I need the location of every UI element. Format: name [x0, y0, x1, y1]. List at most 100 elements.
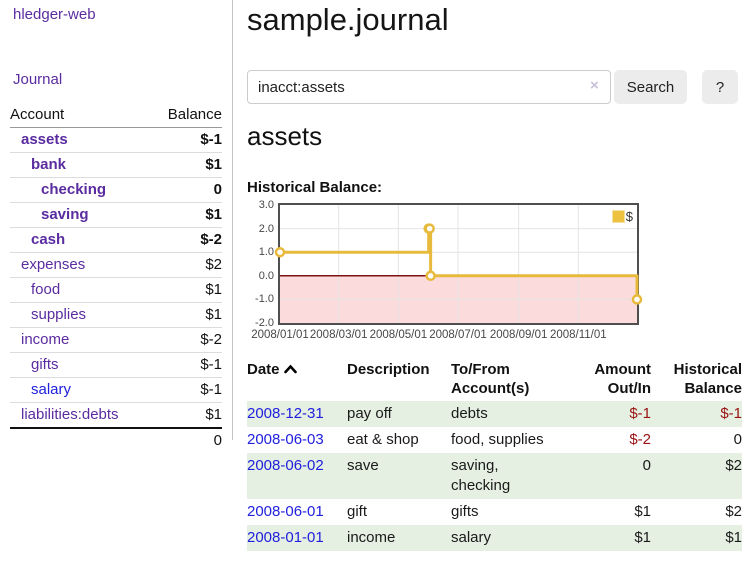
transaction-accounts: debts [451, 405, 488, 422]
transaction-balance: 0 [733, 431, 742, 448]
grand-total: 0 [151, 427, 222, 453]
transaction-amount: $-2 [629, 431, 651, 448]
search-button[interactable]: Search [614, 70, 687, 104]
transaction-amount: $1 [634, 529, 651, 546]
x-axis-tick-label: 2008/05/01 [369, 329, 428, 341]
transaction-date-link[interactable]: 2008-06-03 [247, 431, 324, 448]
sidebar-account-link[interactable]: cash [31, 231, 66, 248]
account-row: saving $1 [10, 202, 222, 228]
account-balance: $1 [151, 277, 222, 303]
y-axis-tick-label: 0.0 [258, 269, 274, 282]
transaction-accounts: food, supplies [451, 431, 544, 448]
transaction-description: eat & shop [347, 431, 419, 448]
transaction-amount: 0 [642, 457, 651, 474]
y-axis-tick-label: -2.0 [255, 317, 274, 329]
total-row: 0 [10, 427, 222, 453]
y-axis-tick-label: 2.0 [258, 222, 274, 235]
account-column-header: Account [10, 104, 152, 128]
transaction-accounts: gifts [451, 503, 479, 520]
search-form: × Search ? [247, 70, 742, 104]
register-column-header: Description [347, 361, 430, 378]
account-row: assets $-1 [10, 127, 222, 153]
main-content: sample.journal × Search ? assets Histori… [247, 0, 742, 582]
transaction-balance: $-1 [720, 405, 742, 422]
transaction-row: 2008-06-01 gift gifts $1 $2 [247, 499, 742, 525]
transaction-row: 2008-06-03 eat & shop food, supplies $-2 0 [247, 427, 742, 453]
transaction-date-link[interactable]: 2008-06-01 [247, 503, 324, 520]
sidebar-account-link[interactable]: income [21, 331, 70, 348]
account-row: gifts $-1 [10, 352, 222, 378]
account-balance: $-2 [151, 227, 222, 253]
sidebar-account-link[interactable]: salary [31, 381, 72, 398]
transaction-balance: $2 [725, 457, 742, 474]
chart-plot-area: $ [274, 203, 643, 325]
account-row: income $-2 [10, 327, 222, 353]
transaction-description: pay off [347, 405, 392, 422]
y-axis-tick-label: -1.0 [255, 293, 274, 306]
chart-canvas [274, 205, 643, 323]
x-axis-tick-label: 2008/03/01 [309, 329, 368, 341]
sidebar-account-link[interactable]: saving [41, 206, 89, 223]
transaction-amount: $-1 [629, 405, 651, 422]
sidebar-item-journal[interactable]: Journal [13, 71, 63, 88]
account-row: supplies $1 [10, 302, 222, 328]
transaction-date-link[interactable]: 2008-06-02 [247, 457, 324, 474]
transaction-description: income [347, 529, 396, 546]
account-title: assets [247, 121, 323, 151]
account-balance: 0 [151, 177, 222, 203]
account-balance: $1 [151, 152, 222, 178]
register-table: Date Description To/From Account(s) Amount Ou… [247, 358, 742, 551]
transaction-description: gift [347, 503, 368, 520]
transaction-balance: $2 [725, 503, 742, 520]
account-balance: $1 [151, 302, 222, 328]
x-axis-tick-label: 2008/09/01 [489, 329, 548, 341]
app-title-link[interactable]: hledger-web [13, 6, 96, 23]
clear-search-icon[interactable]: × [590, 77, 599, 94]
x-axis-tick-label: 2008/11/01 [549, 329, 607, 341]
account-row: checking 0 [10, 177, 222, 203]
transaction-row: 2008-06-02 save saving, checking 0 $2 [247, 453, 742, 499]
sidebar: hledger-web Journal Account Balance asse… [0, 0, 233, 453]
transaction-row: 2008-01-01 income salary $1 $1 [247, 525, 742, 551]
register-column-header: To/From Account(s) [451, 361, 530, 397]
page-title: sample.journal [247, 2, 449, 37]
account-balance: $1 [151, 202, 222, 228]
legend-swatch [611, 210, 625, 223]
transaction-date-link[interactable]: 2008-01-01 [247, 529, 324, 546]
sidebar-account-link[interactable]: expenses [21, 256, 86, 273]
sidebar-account-link[interactable]: supplies [31, 306, 87, 323]
legend-label: $ [625, 209, 633, 224]
register-column-header[interactable]: Date [247, 358, 347, 401]
account-row: salary $-1 [10, 377, 222, 403]
chart-legend: $ [611, 209, 633, 224]
account-balance: $-1 [151, 377, 222, 403]
sidebar-account-link[interactable]: liabilities:debts [21, 406, 119, 423]
account-row: liabilities:debts $1 [10, 403, 222, 429]
transaction-accounts: salary [451, 529, 492, 546]
sidebar-account-link[interactable]: bank [31, 156, 67, 173]
transaction-accounts: saving, checking [451, 457, 511, 494]
transaction-row: 2008-12-31 pay off debts $-1 $-1 [247, 401, 742, 427]
y-axis-tick-label: 3.0 [258, 199, 274, 211]
sidebar-account-link[interactable]: assets [21, 131, 68, 148]
x-axis-tick-label: 2008/01/01 [251, 329, 309, 341]
account-row: bank $1 [10, 152, 222, 178]
sidebar-account-link[interactable]: gifts [31, 356, 59, 373]
transaction-amount: $1 [634, 503, 651, 520]
account-balances-table: Account Balance assets $-1 bank $1 checking 0… [10, 104, 222, 453]
balance-column-header: Balance [151, 104, 222, 128]
sidebar-account-link[interactable]: food [31, 281, 61, 298]
account-balance: $-2 [151, 327, 222, 353]
help-button[interactable]: ? [702, 70, 738, 104]
sidebar-account-link[interactable]: checking [41, 181, 107, 198]
search-input[interactable] [247, 70, 611, 104]
transaction-date-link[interactable]: 2008-12-31 [247, 405, 324, 422]
register-column-header: Historical Balance [673, 361, 742, 397]
account-row: cash $-2 [10, 227, 222, 253]
account-balance: $-1 [151, 352, 222, 378]
y-axis-tick-label: 1.0 [258, 246, 274, 259]
sort-ascending-icon [283, 364, 297, 374]
account-row: expenses $2 [10, 252, 222, 278]
account-balance: $-1 [151, 127, 222, 153]
register-column-header: Amount Out/In [594, 361, 651, 397]
